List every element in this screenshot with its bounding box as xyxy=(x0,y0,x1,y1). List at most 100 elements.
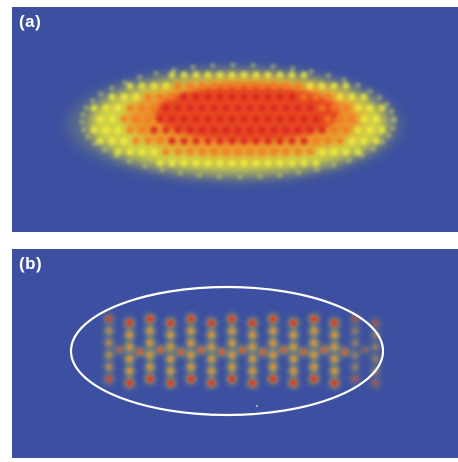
crystal-edge-dot xyxy=(216,174,222,180)
crystal-edge-dot xyxy=(153,70,159,76)
crystal-ion-dot xyxy=(222,104,230,112)
crystal-ion-dot xyxy=(162,148,170,156)
crystal-ion-dot xyxy=(240,115,248,123)
crystal-ion-dot xyxy=(234,148,242,156)
lattice-ion-dot xyxy=(331,344,338,350)
crystal-ion-dots xyxy=(79,62,397,180)
crystal-ion-dot xyxy=(360,137,368,145)
lattice-ion-dot xyxy=(249,344,256,350)
lattice-ion-dot xyxy=(311,328,317,334)
lattice-ion-dot xyxy=(105,375,113,383)
crystal-ion-dot xyxy=(228,159,236,167)
crystal-edge-dot xyxy=(122,79,128,86)
crystal-ion-dot xyxy=(264,115,272,123)
lattice-ion-dot xyxy=(126,332,133,338)
lattice-ion-dot xyxy=(106,352,112,358)
crystal-ion-dot xyxy=(186,104,194,112)
crystal-ion-dot xyxy=(180,137,188,145)
crystal-ion-dot xyxy=(342,126,350,134)
crystal-ion-dot xyxy=(174,82,182,90)
crystal-edge-dot xyxy=(367,88,373,94)
lattice-ion-dot xyxy=(147,352,153,358)
crystal-edge-dot xyxy=(325,72,331,78)
crystal-ion-dot xyxy=(132,115,140,123)
crystal-ion-dot xyxy=(276,71,284,79)
crystal-ion-dot xyxy=(330,148,338,156)
lattice-ion-dot xyxy=(352,352,358,358)
crystal-ion-dot xyxy=(240,137,248,145)
crystal-ion-dot xyxy=(174,148,182,156)
crystal-ion-dot xyxy=(168,137,176,145)
crystal-ion-dot xyxy=(336,137,344,145)
lattice-ion-dot xyxy=(126,379,133,387)
crystal-edge-dot xyxy=(230,62,236,68)
crystal-ion-dot xyxy=(216,93,224,101)
crystal-ion-dot xyxy=(252,137,260,145)
lattice-ion-dot xyxy=(290,379,297,387)
crystal-ion-dot xyxy=(264,71,272,79)
lattice-ion-dot xyxy=(147,364,153,370)
crystal-ion-dot xyxy=(372,137,380,145)
crystal-ion-dot xyxy=(162,82,170,90)
crystal-ion-dot xyxy=(144,137,152,145)
crystal-ion-dot xyxy=(276,93,284,101)
crystal-edge-dot xyxy=(391,116,397,122)
crystal-ion-dot xyxy=(156,93,164,101)
crystal-edge-dot xyxy=(390,125,396,131)
lattice-ion-dot xyxy=(331,379,338,387)
lattice-ion-dot xyxy=(269,315,277,323)
lattice-ion-dot xyxy=(331,319,338,327)
crystal-ion-dot xyxy=(264,93,272,101)
crystal-ion-dot xyxy=(330,82,338,90)
crystal-ion-dot xyxy=(120,137,128,145)
crystal-edge-dot xyxy=(113,153,119,159)
crystal-ion-dot xyxy=(318,104,326,112)
crystal-edge-dot xyxy=(257,173,263,179)
crystal-edge-dot xyxy=(355,82,361,88)
crystal-ion-dot xyxy=(102,104,110,112)
crystal-edge-dot xyxy=(370,146,376,152)
crystal-ion-dot xyxy=(144,115,152,123)
lattice-ion-dot xyxy=(167,379,174,387)
crystal-ion-dot xyxy=(108,137,116,145)
crystal-ion-dot xyxy=(162,126,170,134)
crystal-ion-dot xyxy=(252,93,260,101)
lattice-bridge-dot xyxy=(301,349,307,355)
crystal-ion-dot xyxy=(252,71,260,79)
crystal-ion-dot xyxy=(138,104,146,112)
crystal-ion-dot xyxy=(354,148,362,156)
crystal-ion-dot xyxy=(156,159,164,167)
crystal-ion-dot xyxy=(150,82,158,90)
crystal-edge-dot xyxy=(210,63,216,69)
lattice-ion-dot xyxy=(352,364,358,370)
crystal-ion-dot xyxy=(156,115,164,123)
crystal-ion-dot xyxy=(336,115,344,123)
crystal-ion-dot xyxy=(318,82,326,90)
crystal-ion-dot xyxy=(192,137,200,145)
crystal-ion-dot xyxy=(378,104,386,112)
panel-b-image xyxy=(12,249,458,458)
crystal-ion-dot xyxy=(192,71,200,79)
lattice-bridge-dot xyxy=(362,347,369,353)
lattice-ion-dot xyxy=(290,332,297,338)
crystal-ion-dot xyxy=(342,104,350,112)
stray-pixel xyxy=(256,405,258,407)
lattice-bridge-dot xyxy=(260,349,266,355)
lattice-ion-dot xyxy=(372,344,379,350)
crystal-ion-dot xyxy=(228,115,236,123)
crystal-ion-dot xyxy=(312,137,320,145)
crystal-ion-dot xyxy=(264,137,272,145)
crystal-ion-dot xyxy=(282,126,290,134)
crystal-ion-dot xyxy=(186,148,194,156)
crystal-edge-dot xyxy=(308,68,314,75)
lattice-ion-dot xyxy=(270,340,276,346)
crystal-ion-dot xyxy=(300,115,308,123)
crystal-ion-dot xyxy=(210,82,218,90)
lattice-bridge-dot xyxy=(239,347,246,353)
crystal-ion-dot xyxy=(108,115,116,123)
crystal-ion-dot xyxy=(132,93,140,101)
crystal-ion-dot xyxy=(258,104,266,112)
crystal-ion-dot xyxy=(90,104,98,112)
lattice-ion-dots xyxy=(105,315,379,387)
crystal-edge-dot xyxy=(98,91,104,97)
